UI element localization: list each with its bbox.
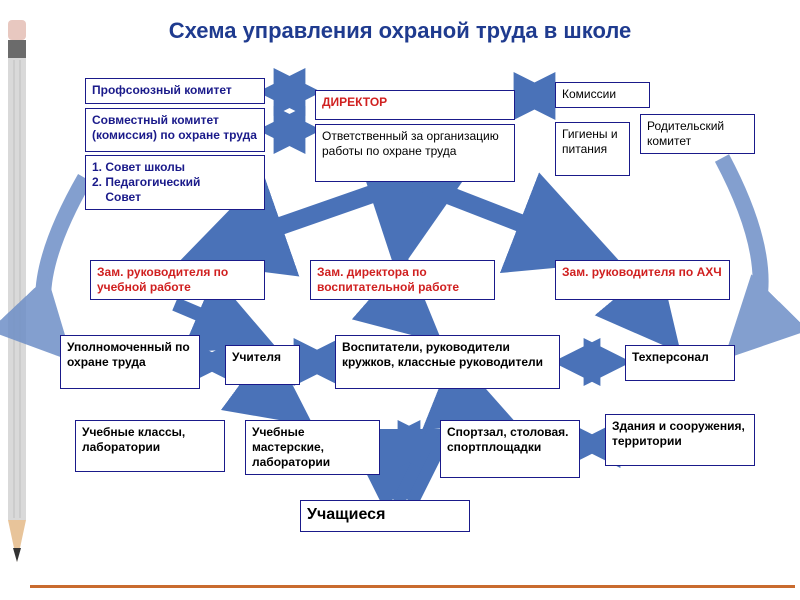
curved-arrow bbox=[43, 178, 85, 350]
arrow bbox=[425, 186, 600, 254]
node-gym: Спортзал, столовая. спортплощадки bbox=[440, 420, 580, 478]
node-prof: Профсоюзный комитет bbox=[85, 78, 265, 104]
page-title: Схема управления охраной труда в школе bbox=[0, 18, 800, 44]
node-zam_vosp: Зам. директора по воспитательной работе bbox=[310, 260, 495, 300]
underline-rule bbox=[30, 585, 795, 588]
node-councils: 1. Совет школы2. Педагогический Совет bbox=[85, 155, 265, 210]
arrow bbox=[440, 392, 500, 416]
node-comm: Комиссии bbox=[555, 82, 650, 108]
node-upoln: Уполномоченный по охране труда bbox=[60, 335, 200, 389]
diagram-stage: Схема управления охраной труда в школе П… bbox=[0, 0, 800, 600]
arrow bbox=[262, 388, 300, 416]
node-zam_uch: Зам. руководителя по учебной работе bbox=[90, 260, 265, 300]
node-vospit: Воспитатели, руководители кружков, класс… bbox=[335, 335, 560, 389]
node-hygiene: Гигиены и питания bbox=[555, 122, 630, 176]
node-director: ДИРЕКТОР bbox=[315, 90, 515, 120]
node-resp: Ответственный за организацию работы по о… bbox=[315, 124, 515, 182]
arrow bbox=[400, 186, 410, 254]
arrow bbox=[398, 304, 430, 332]
node-students: Учащиеся bbox=[300, 500, 470, 532]
node-buildings: Здания и сооружения, территории bbox=[605, 414, 755, 466]
node-classes: Учебные классы, лаборатории bbox=[75, 420, 225, 472]
arrow bbox=[640, 304, 670, 340]
node-joint: Совместный комитет (комиссия) по охране … bbox=[85, 108, 265, 152]
node-zam_ahch: Зам. руководителя по АХЧ bbox=[555, 260, 730, 300]
node-teachers: Учителя bbox=[225, 345, 300, 385]
node-techpers: Техперсонал bbox=[625, 345, 735, 381]
node-workshops: Учебные мастерские, лаборатории bbox=[245, 420, 380, 475]
node-parent: Родительский комитет bbox=[640, 114, 755, 154]
curved-arrow bbox=[722, 158, 761, 348]
